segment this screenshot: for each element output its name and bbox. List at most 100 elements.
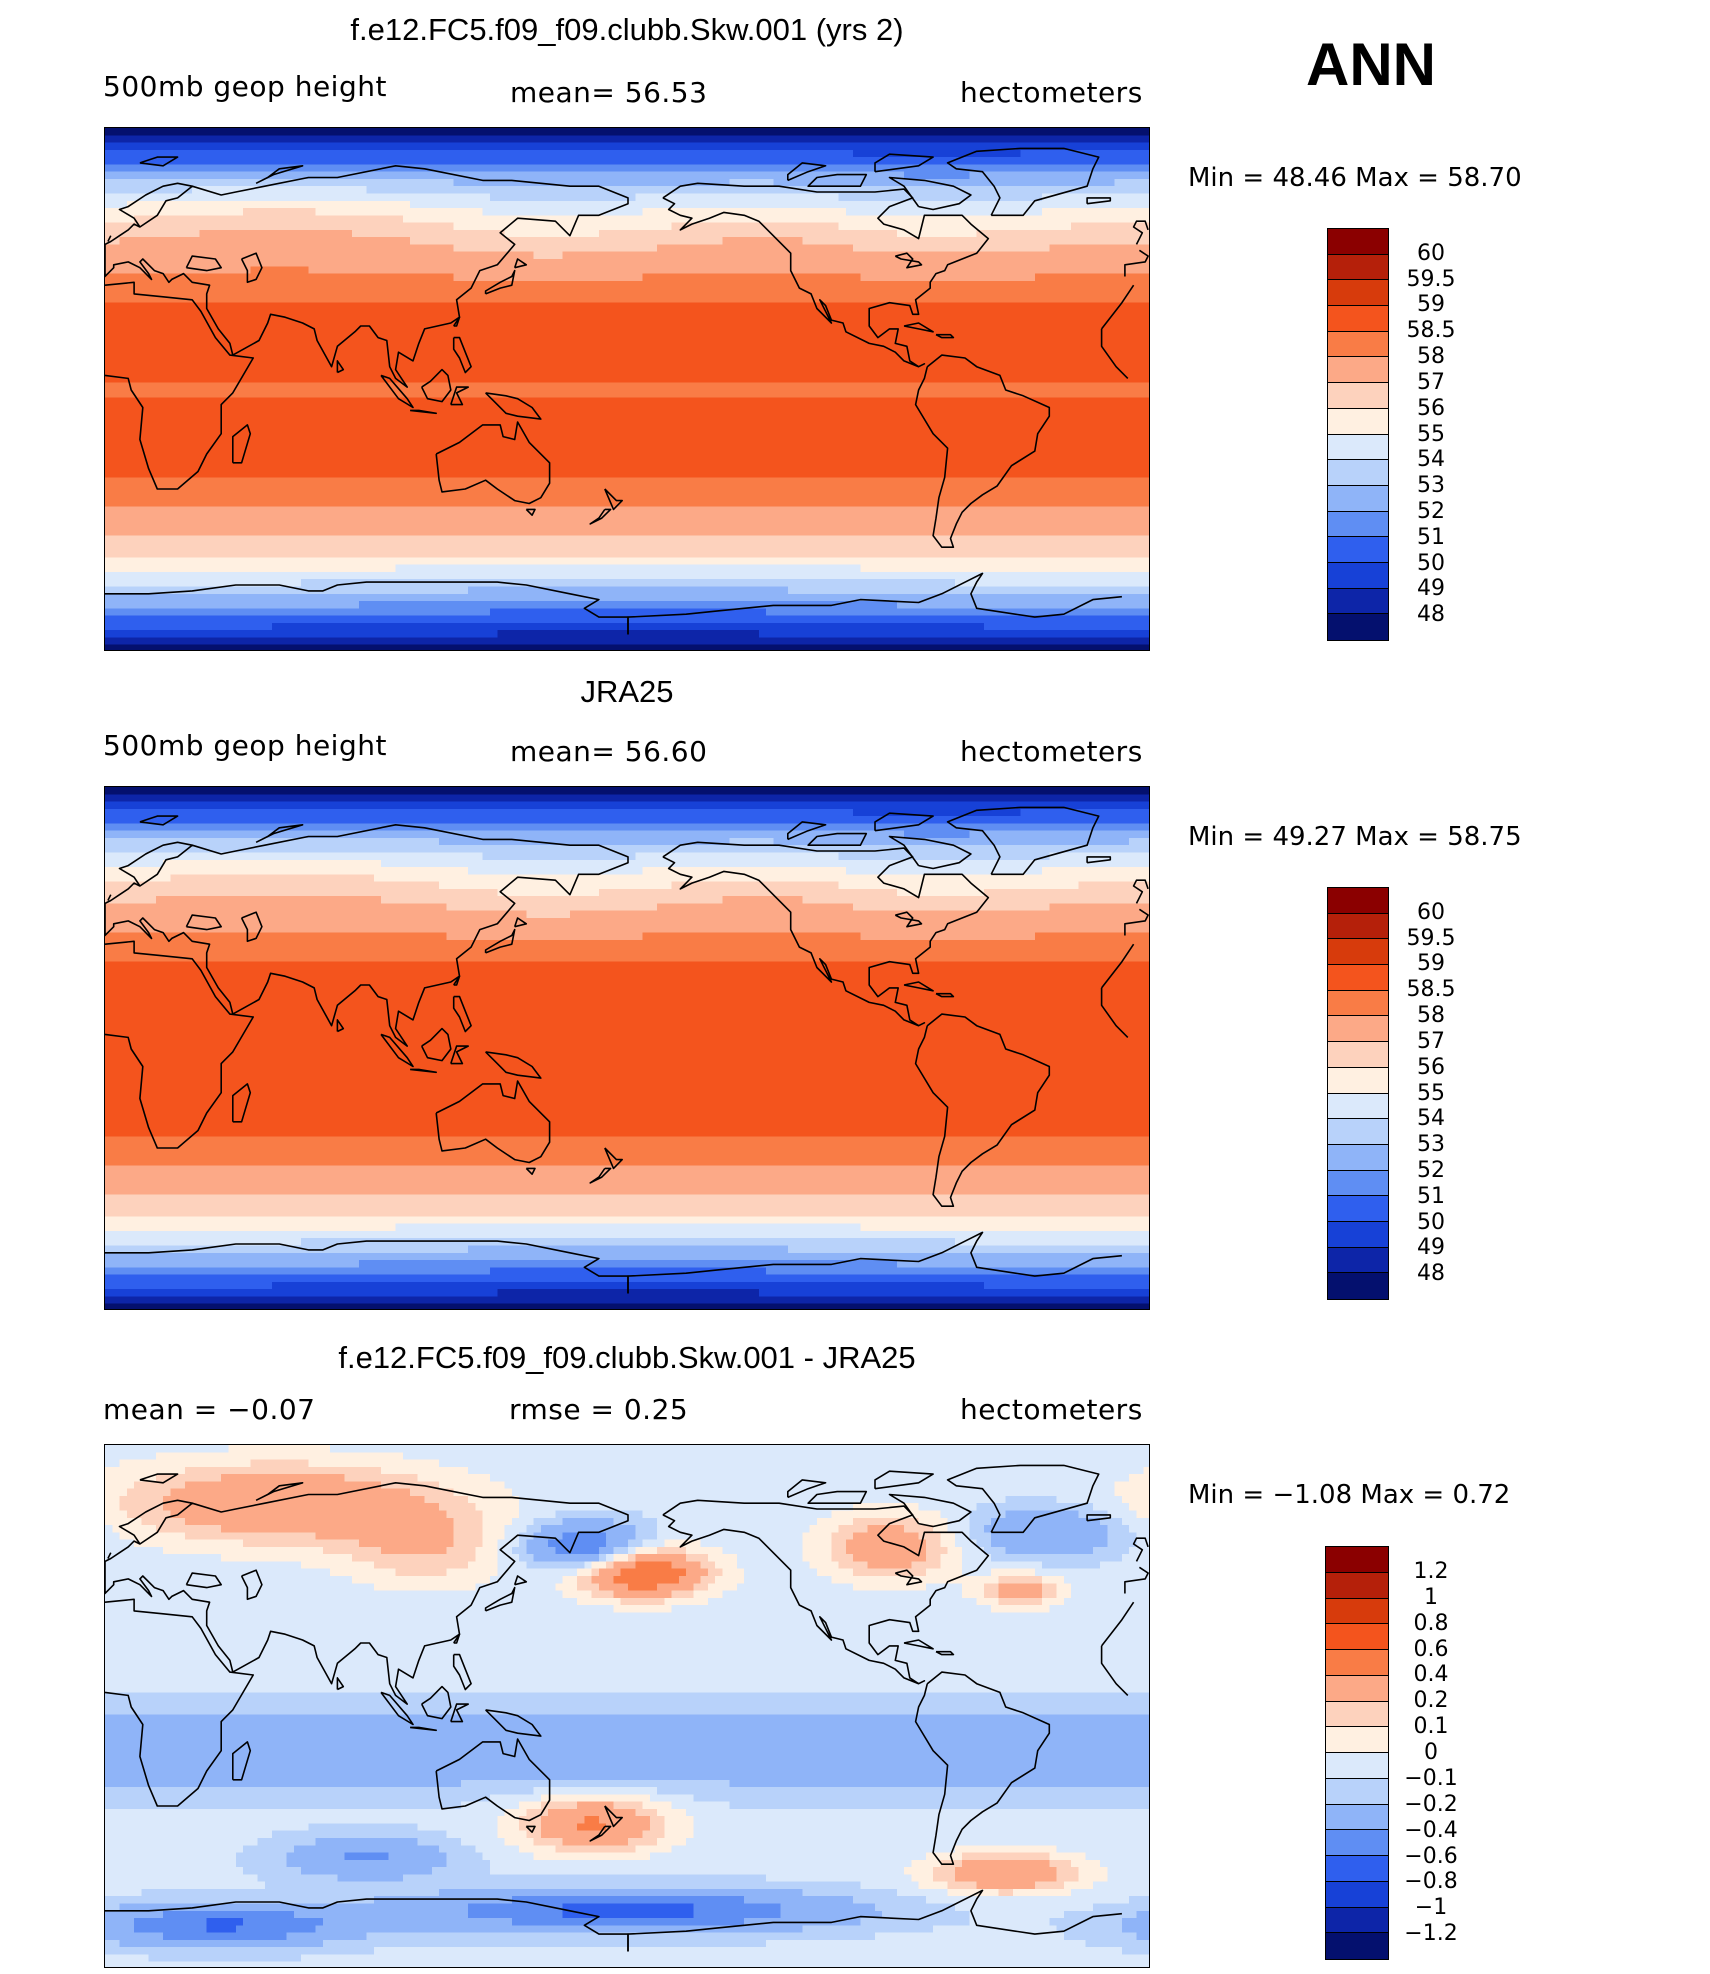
colorbar-tick-label: 50: [1417, 552, 1445, 575]
coastline: [380, 1033, 414, 1068]
colorbar-swatch: [1328, 939, 1388, 966]
panel-1-units-label: hectometers: [960, 76, 1143, 109]
coastline: [105, 281, 254, 490]
coastline: [484, 269, 516, 295]
coastline: [946, 806, 1100, 876]
colorbar-tick-label: 48: [1417, 1263, 1445, 1285]
coastline: [255, 823, 304, 844]
colorbar-tick-label: 0: [1424, 1742, 1438, 1764]
colorbar-tick-label: 0.4: [1414, 1664, 1449, 1686]
coastline: [807, 1490, 868, 1505]
colorbar-tick-label: 51: [1417, 526, 1445, 549]
panel-1-minmax: Min = 48.46 Max = 58.70: [1188, 163, 1522, 193]
colorbar-swatch: [1328, 990, 1388, 1017]
panel-2-title: JRA25: [580, 674, 673, 710]
coastline: [874, 153, 934, 173]
colorbar-tick-label: 0.6: [1414, 1638, 1449, 1661]
coastline: [903, 981, 934, 992]
colorbar-swatch: [1328, 460, 1388, 486]
coastline: [484, 1586, 516, 1612]
contour-field: [105, 787, 1149, 1309]
coastline: [786, 821, 827, 841]
coastline: [420, 1027, 452, 1062]
colorbar-swatch: [1328, 254, 1388, 281]
coastline: [118, 841, 193, 887]
colorbar-tick-label: 52: [1417, 500, 1445, 523]
colorbar-swatch: [1328, 1170, 1388, 1197]
colorbar-swatch: [1328, 537, 1388, 563]
colorbar-swatch: [1328, 1067, 1388, 1094]
coastline: [105, 1898, 629, 1952]
coastline: [452, 336, 472, 374]
colorbar-swatch: [1328, 1119, 1388, 1145]
coastline: [807, 832, 868, 847]
colorbar-swatch: [1328, 1016, 1388, 1043]
colorbar-swatch: [1326, 1778, 1388, 1805]
coastline: [485, 1709, 542, 1737]
panel-1-colorbar: [1327, 228, 1389, 641]
coastline: [336, 1677, 345, 1691]
coastline: [888, 835, 972, 870]
colorbar-swatch: [1328, 1042, 1388, 1068]
colorbar-tick-label: 51: [1417, 1185, 1445, 1208]
coastline: [450, 1045, 470, 1065]
coastline: [894, 911, 923, 928]
coastline: [240, 1569, 263, 1601]
coastline: [604, 1805, 624, 1828]
colorbar-tick-label: 49: [1417, 578, 1445, 600]
panel-2-mean-label: mean= 56.60: [510, 735, 707, 768]
coastline: [1086, 856, 1112, 864]
coastline: [627, 1231, 1122, 1294]
colorbar-swatch: [1328, 1144, 1388, 1171]
coastline: [380, 374, 414, 409]
colorbar-swatch: [1328, 614, 1388, 640]
coastline: [894, 1569, 923, 1586]
colorbar-tick-label: 1: [1424, 1586, 1438, 1609]
colorbar-tick-label: −0.1: [1404, 1767, 1457, 1790]
coastline: [888, 1493, 972, 1528]
panel-3-map: [104, 1444, 1150, 1968]
coastline: [1124, 908, 1149, 936]
coastline: [139, 1473, 179, 1484]
coastline: [1086, 1514, 1112, 1522]
coastline: [420, 368, 452, 403]
colorbar-tick-label: 59: [1417, 953, 1445, 975]
coastline: [240, 252, 263, 284]
coastline: [420, 1685, 452, 1720]
season-label: ANN: [1306, 30, 1436, 99]
colorbar-swatch: [1326, 1675, 1388, 1702]
coastline: [118, 1499, 193, 1545]
colorbar-swatch: [1326, 1753, 1388, 1779]
colorbar-tick-label: 57: [1417, 371, 1445, 394]
panel-3-units-label: hectometers: [960, 1393, 1143, 1426]
colorbar-swatch: [1328, 306, 1388, 332]
colorbar-swatch: [1326, 1881, 1388, 1908]
colorbar-tick-label: 55: [1417, 1082, 1445, 1105]
colorbar-swatch: [1326, 1598, 1388, 1625]
colorbar-tick-label: 58.5: [1407, 320, 1456, 342]
panel-2-variable-label: 500mb geop height: [103, 729, 387, 762]
coastline: [935, 333, 955, 339]
coastline: [185, 914, 222, 931]
contour-field: [105, 1445, 1149, 1967]
coastline: [1132, 879, 1149, 904]
colorbar-tick-label: 48: [1417, 604, 1445, 626]
coastline: [410, 1068, 438, 1074]
colorbar-swatch: [1328, 280, 1388, 307]
coastline: [105, 1240, 629, 1294]
coastline: [525, 1825, 536, 1834]
colorbar-tick-label: 50: [1417, 1211, 1445, 1234]
colorbar-tick-label: 53: [1417, 1134, 1445, 1156]
colorbar-tick-label: −1.2: [1404, 1923, 1457, 1945]
coastline: [107, 235, 112, 242]
coastline: [185, 255, 222, 272]
coastline: [874, 812, 934, 832]
coastline: [914, 1671, 1051, 1866]
panel-3-rmse-label: rmse = 0.25: [509, 1393, 688, 1426]
colorbar-tick-label: 0.1: [1414, 1716, 1449, 1738]
coastline: [807, 173, 868, 188]
panel-1-variable-label: 500mb geop height: [103, 70, 387, 103]
colorbar-swatch: [1328, 229, 1388, 255]
coastline: [525, 1167, 536, 1176]
colorbar-swatch: [1326, 1572, 1388, 1599]
